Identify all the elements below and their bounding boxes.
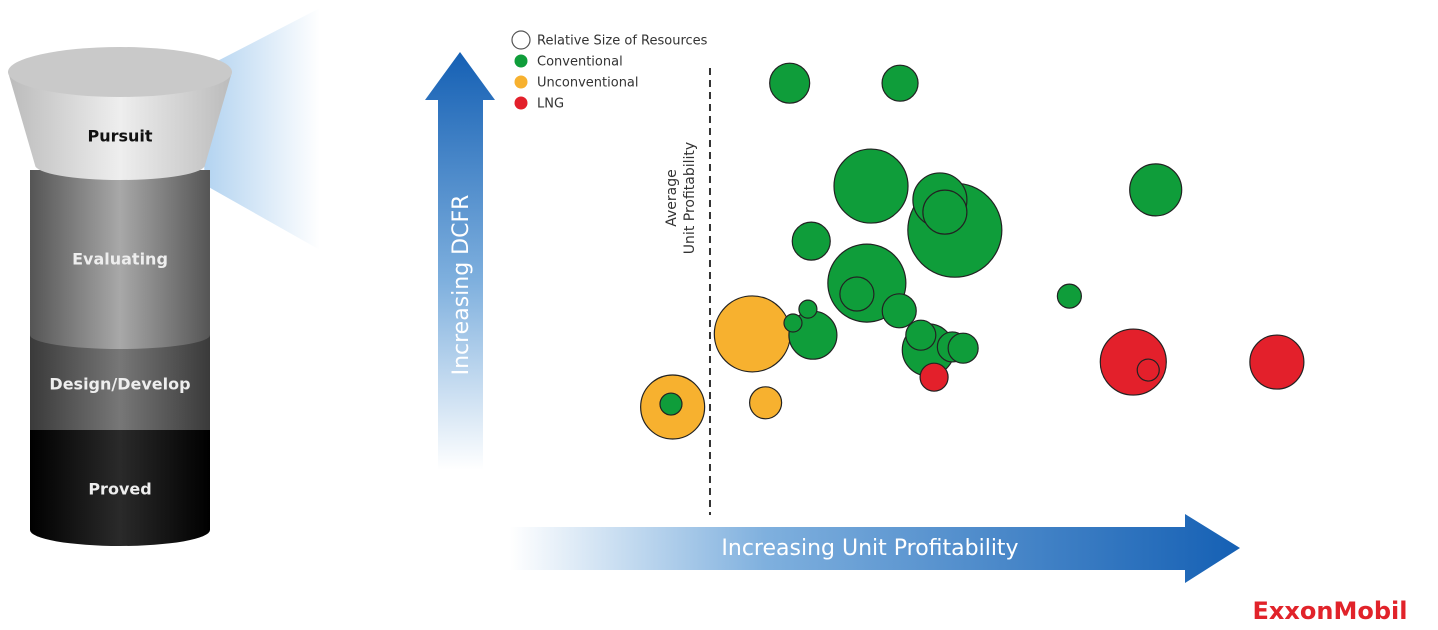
bubble: [833, 148, 909, 224]
bubble: [881, 293, 917, 329]
bubble: [1249, 334, 1305, 390]
legend-label: Relative Size of Resources: [537, 34, 708, 49]
x-axis-label: Increasing Unit Profitability: [721, 536, 1018, 561]
legend: Relative Size of Resources Conventional Un…: [511, 30, 708, 112]
legend-label: LNG: [537, 97, 564, 112]
bubble: [791, 221, 831, 261]
stage-label: Evaluating: [72, 250, 168, 269]
bubble: [659, 392, 683, 416]
bubble: [748, 386, 783, 420]
plot: Average Unit Profitability: [640, 62, 1305, 515]
bubble: [922, 189, 968, 235]
bubble: [905, 319, 937, 351]
x-arrow: [510, 514, 1240, 583]
bubble: [798, 299, 818, 319]
bubble: [919, 362, 949, 392]
beam: [200, 8, 320, 250]
stage-label: Pursuit: [87, 127, 152, 146]
legend-swatch: [511, 30, 531, 50]
legend-swatch: [514, 75, 528, 89]
bubble: [769, 62, 811, 104]
legend-swatch: [514, 54, 528, 68]
annotation-label: Unit Profitability: [682, 142, 698, 254]
y-arrow: [425, 52, 495, 470]
bubble: [1129, 163, 1183, 217]
logo: ExxonMobil: [1253, 597, 1408, 625]
bubble: [947, 332, 979, 364]
legend-label: Unconventional: [537, 76, 639, 91]
bubble: [881, 64, 919, 102]
funnel-labels: Pursuit Evaluating Design/Develop Proved: [49, 127, 190, 499]
bubble: [1136, 358, 1160, 382]
cylinder-stage: [30, 335, 210, 430]
funnel-cone: [8, 72, 232, 180]
bubble: [783, 313, 803, 333]
legend-swatch: [514, 96, 528, 110]
y-axis-label: Increasing DCFR: [449, 195, 474, 376]
legend-label: Conventional: [537, 55, 623, 70]
funnel-top: [8, 47, 232, 97]
bubble: [713, 295, 791, 373]
bubble: [1056, 283, 1082, 309]
stage-label: Design/Develop: [49, 375, 190, 394]
bubble: [839, 276, 875, 312]
annotation-label: Average: [664, 169, 680, 227]
cylinder-stage: [30, 170, 210, 349]
stage-label: Proved: [88, 480, 151, 499]
